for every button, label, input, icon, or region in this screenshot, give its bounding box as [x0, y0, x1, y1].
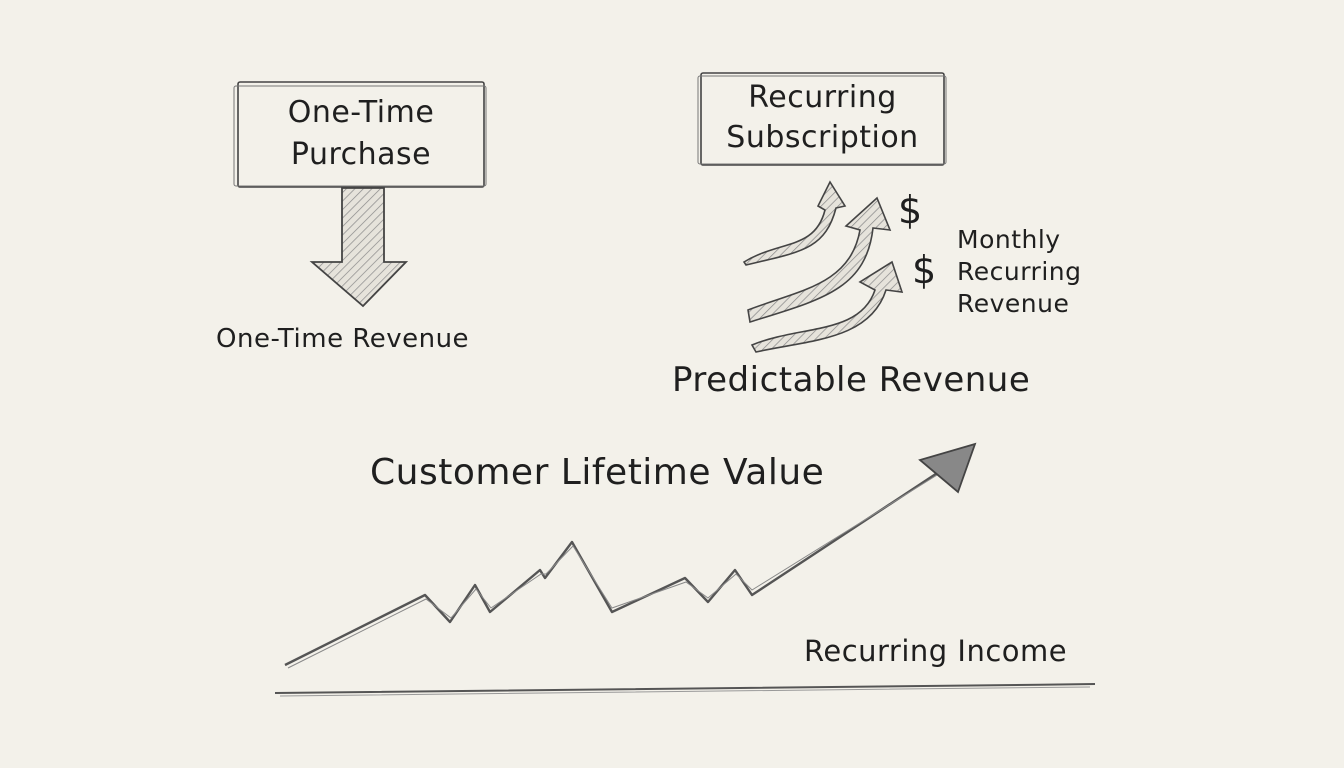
box-line-1: Recurring — [748, 80, 897, 115]
recurring-subscription-box — [697, 72, 947, 166]
customer-lifetime-value-line — [284, 456, 961, 669]
box-line-2: Subscription — [726, 120, 919, 155]
box-line-1: One-Time — [287, 95, 435, 130]
one-time-revenue-label: One-Time Revenue — [216, 324, 470, 354]
predictable-revenue-label: Predictable Revenue — [672, 360, 1031, 400]
upward-arrows-icon — [742, 180, 904, 353]
baseline-axis — [274, 683, 1096, 697]
box-line-2: Purchase — [290, 137, 432, 172]
mrr-line-3: Revenue — [957, 289, 1070, 318]
one-time-purchase-label: One-Time Purchase — [238, 92, 484, 176]
growth-arrowhead-icon — [918, 442, 977, 494]
one-time-purchase-box — [233, 81, 487, 188]
clv-title: Customer Lifetime Value — [370, 452, 825, 493]
recurring-income-label: Recurring Income — [804, 634, 1068, 668]
mrr-line-2: Recurring — [957, 257, 1082, 286]
recurring-subscription-label: Recurring Subscription — [701, 78, 944, 158]
dollar-icon: $ — [912, 248, 937, 292]
dollar-icon: $ — [898, 188, 923, 232]
mrr-label: Monthly Recurring Revenue — [957, 224, 1082, 320]
mrr-line-1: Monthly — [957, 225, 1061, 254]
down-arrow-icon — [309, 187, 409, 308]
